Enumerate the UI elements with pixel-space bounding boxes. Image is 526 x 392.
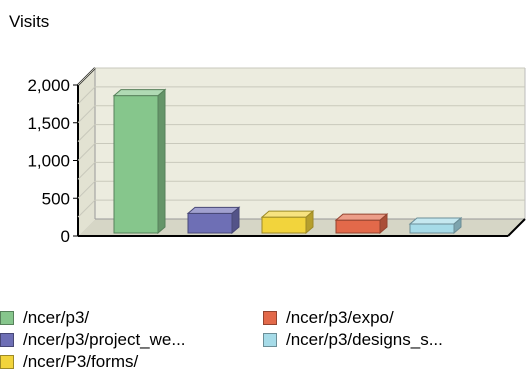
- y-tick-label: 0: [61, 227, 70, 246]
- bar-front: [187, 212, 233, 234]
- legend-swatch: [263, 311, 277, 325]
- bar: [334, 213, 389, 235]
- grid-lines: [77, 67, 525, 218]
- bar: [408, 216, 463, 235]
- bar-top: [112, 89, 167, 97]
- bar-top: [186, 206, 241, 214]
- bar: [186, 206, 241, 235]
- y-tick-label: 2,000: [27, 76, 70, 95]
- legend-label: /ncer/p3/project_we...: [23, 330, 186, 349]
- legend-label: /ncer/p3/: [23, 308, 90, 327]
- grid-line-side: [77, 162, 96, 180]
- y-axis-ticks: 0 500 1,000 1,500 2,000: [27, 76, 78, 246]
- bar-front: [261, 216, 307, 234]
- legend-label: /ncer/p3/designs_s...: [286, 330, 443, 349]
- grid-line-side: [77, 124, 96, 142]
- y-tick-label: 1,000: [27, 152, 70, 171]
- x-axis-right-depth: [507, 218, 526, 237]
- legend-label: /ncer/p3/expo/: [286, 308, 394, 327]
- legend-swatch: [0, 333, 14, 347]
- y-tick-label: 1,500: [27, 114, 70, 133]
- bar-front: [335, 219, 381, 234]
- grid-line-side: [77, 105, 96, 124]
- chart-title: Visits: [9, 12, 50, 31]
- legend-swatch: [0, 355, 14, 369]
- legend-swatch: [263, 333, 277, 347]
- legend-swatch: [0, 311, 14, 325]
- bar-side: [157, 88, 166, 235]
- grid-line-side: [77, 86, 96, 105]
- bar-front: [113, 95, 159, 234]
- y-tick-label: 500: [42, 189, 70, 208]
- bars: [112, 88, 463, 235]
- grid-line-side: [77, 143, 96, 161]
- bar-top: [334, 213, 389, 221]
- grid-line-side: [77, 67, 96, 86]
- bar-top: [260, 210, 315, 218]
- grid-line-side: [77, 199, 96, 218]
- legend-label: /ncer/P3/forms/: [23, 352, 139, 371]
- bar: [112, 88, 167, 235]
- bar-front: [409, 223, 455, 234]
- bar: [260, 210, 315, 235]
- bar-top: [408, 217, 463, 225]
- grid-line-side: [77, 180, 96, 199]
